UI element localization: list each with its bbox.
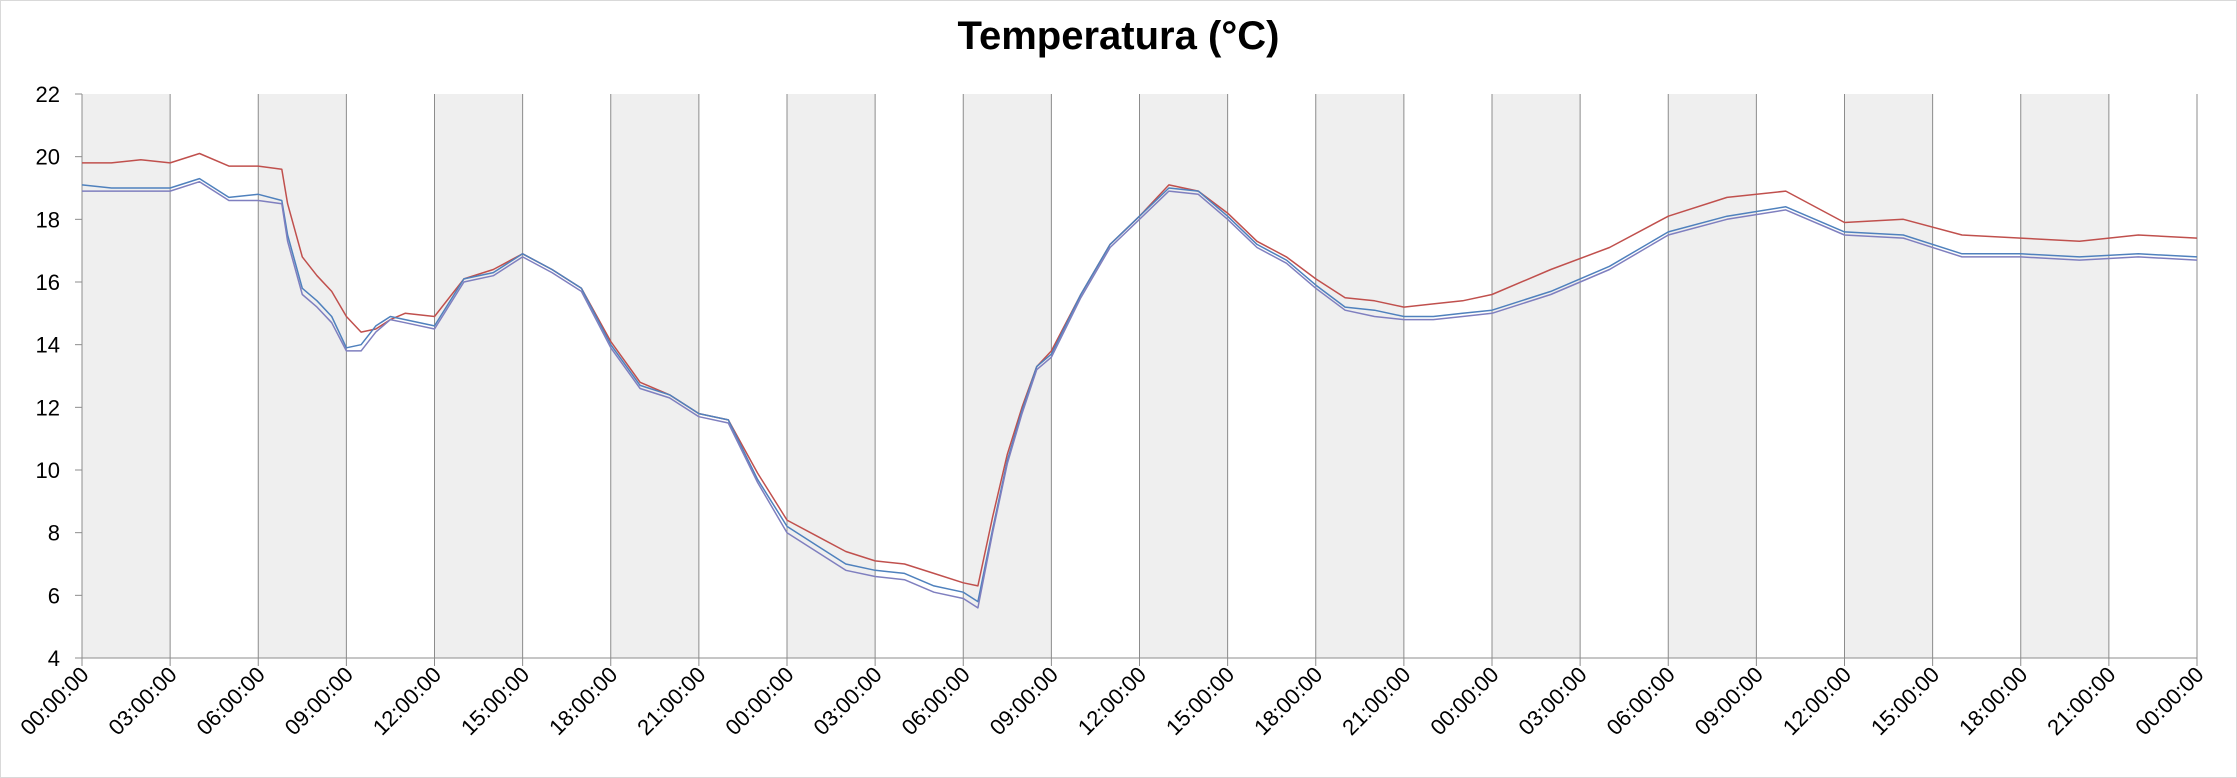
y-tick-label: 20 (36, 145, 60, 170)
y-tick-label: 12 (36, 395, 60, 420)
x-tick-label: 06:00:00 (192, 662, 270, 740)
x-tick-label: 18:00:00 (1954, 662, 2032, 740)
x-tick-label: 06:00:00 (897, 662, 975, 740)
y-tick-label: 10 (36, 458, 60, 483)
x-tick-label: 00:00:00 (1425, 662, 1503, 740)
y-tick-label: 16 (36, 270, 60, 295)
y-tick-label: 14 (36, 333, 60, 358)
x-tick-label: 00:00:00 (15, 662, 93, 740)
series-line-2 (81, 177, 2198, 603)
x-tick-label: 00:00:00 (720, 662, 798, 740)
shaded-band (1315, 94, 1404, 658)
shaded-bands (82, 94, 2109, 658)
shaded-band (1139, 94, 1228, 658)
series-line-1 (82, 152, 2198, 587)
y-tick-label: 8 (48, 521, 60, 546)
shaded-band (258, 94, 347, 658)
shaded-band (82, 94, 171, 658)
x-tick-label: 03:00:00 (808, 662, 886, 740)
x-tick-labels: 00:00:00 03:00:00 06:00:00 09:00:00 12:00:00… (15, 662, 2208, 740)
axes (75, 93, 2197, 659)
x-tick-label: 06:00:00 (1602, 662, 1680, 740)
x-tick-label: 12:00:00 (368, 662, 446, 740)
x-tick-label: 18:00:00 (1249, 662, 1327, 740)
y-tick-label: 18 (36, 207, 60, 232)
x-tick-label: 18:00:00 (544, 662, 622, 740)
y-tick-label: 6 (48, 583, 60, 608)
x-tick-label: 21:00:00 (2042, 662, 2120, 740)
x-tick-label: 15:00:00 (456, 662, 534, 740)
shaded-band (610, 94, 699, 658)
x-tick-label: 00:00:00 (2130, 662, 2208, 740)
shaded-band (1844, 94, 1933, 658)
shaded-band (963, 94, 1052, 658)
x-tick-label: 21:00:00 (1337, 662, 1415, 740)
shaded-band (2020, 94, 2109, 658)
y-tick-label: 22 (36, 82, 60, 107)
y-tick-labels: 4 6 8 10 12 14 16 18 20 22 (36, 82, 60, 671)
x-tick-label: 15:00:00 (1866, 662, 1944, 740)
x-tick-label: 03:00:00 (1513, 662, 1591, 740)
series-lines (81, 152, 2198, 609)
x-tick-label: 21:00:00 (632, 662, 710, 740)
x-tick-label: 09:00:00 (1690, 662, 1768, 740)
x-tick-label: 09:00:00 (985, 662, 1063, 740)
shaded-band (1492, 94, 1581, 658)
x-tick-label: 09:00:00 (280, 662, 358, 740)
x-tick-label: 03:00:00 (103, 662, 181, 740)
chart-title: Temperatura (°C) (957, 14, 1280, 58)
shaded-band (787, 94, 876, 658)
x-tick-label: 12:00:00 (1778, 662, 1856, 740)
shaded-band (1668, 94, 1757, 658)
y-tick-label: 4 (48, 646, 60, 671)
x-tick-label: 12:00:00 (1073, 662, 1151, 740)
x-tick-label: 15:00:00 (1161, 662, 1239, 740)
series-line-3 (82, 180, 2198, 609)
shaded-band (434, 94, 523, 658)
